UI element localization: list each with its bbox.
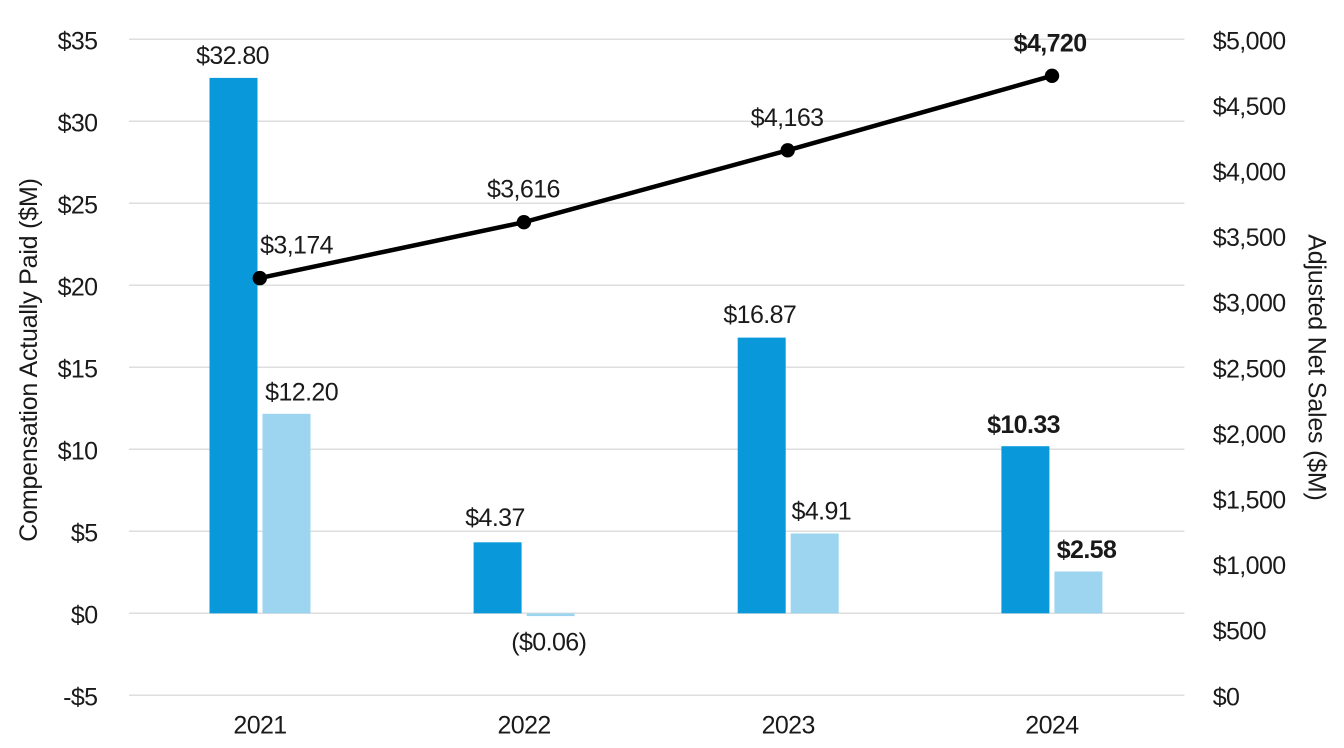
svg-text:$15: $15 [58,355,98,383]
svg-text:$1,000: $1,000 [1213,552,1286,580]
svg-text:$32.80: $32.80 [196,42,269,70]
svg-text:$4,500: $4,500 [1213,93,1286,121]
svg-text:$2.58: $2.58 [1057,536,1117,564]
svg-text:-$5: -$5 [63,683,97,711]
svg-text:$5: $5 [71,519,98,547]
svg-text:$2,500: $2,500 [1213,355,1286,383]
svg-text:$4.91: $4.91 [792,497,852,525]
svg-text:$3,616: $3,616 [487,176,560,204]
svg-text:$4,720: $4,720 [1014,30,1087,58]
svg-text:$4,000: $4,000 [1213,159,1286,187]
svg-text:2022: 2022 [497,712,550,740]
svg-text:$0: $0 [1213,683,1240,711]
svg-text:Compensation Actually Paid ($M: Compensation Actually Paid ($M) [15,178,43,541]
svg-text:2021: 2021 [233,712,286,740]
svg-text:$3,000: $3,000 [1213,290,1286,318]
svg-text:$500: $500 [1213,618,1266,646]
svg-text:$35: $35 [58,27,98,55]
svg-text:2024: 2024 [1025,712,1079,740]
svg-text:$20: $20 [58,273,98,301]
svg-text:$12.20: $12.20 [265,378,338,406]
svg-text:($0.06): ($0.06) [511,628,586,656]
svg-text:$25: $25 [58,191,98,219]
svg-text:$1,500: $1,500 [1213,487,1286,515]
svg-text:$0: $0 [71,601,98,629]
svg-text:2023: 2023 [762,712,815,740]
svg-text:$10: $10 [58,437,98,465]
svg-text:$3,174: $3,174 [260,231,334,259]
svg-text:$10.33: $10.33 [987,411,1060,439]
svg-text:$3,500: $3,500 [1213,224,1286,252]
svg-text:$5,000: $5,000 [1213,27,1286,55]
svg-text:Adjusted Net Sales ($M): Adjusted Net Sales ($M) [1303,234,1331,500]
svg-text:$4,163: $4,163 [751,104,824,132]
svg-text:$2,000: $2,000 [1213,421,1286,449]
svg-text:$4.37: $4.37 [465,504,525,532]
svg-text:$30: $30 [58,109,98,137]
svg-text:$16.87: $16.87 [723,301,796,329]
